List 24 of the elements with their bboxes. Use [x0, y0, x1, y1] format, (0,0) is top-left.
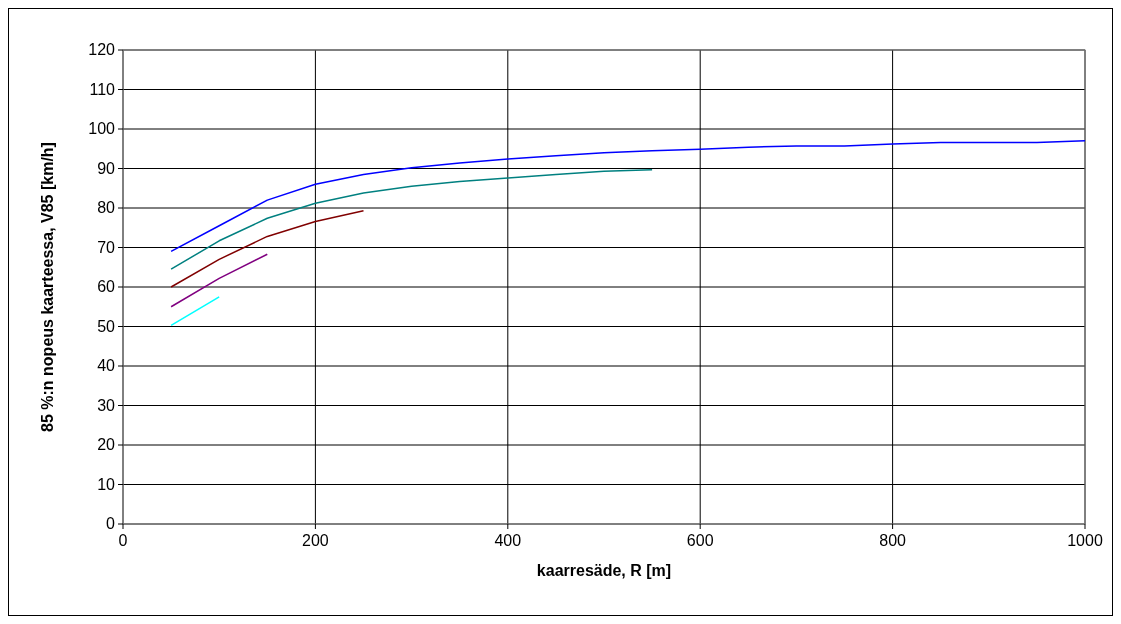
- y-tick-label: 100: [88, 120, 116, 137]
- x-axis-title: kaarresäde, R [m]: [536, 562, 672, 579]
- y-tick-label: 120: [88, 41, 116, 58]
- x-tick-label: 0: [118, 532, 128, 549]
- y-tick-label: 20: [97, 436, 116, 453]
- y-tick-label: 30: [97, 396, 116, 414]
- line-series: [170, 210, 365, 288]
- x-tick-label: 400: [494, 532, 522, 549]
- y-tick-label: 0: [106, 515, 116, 532]
- y-tick-label: 40: [97, 357, 116, 374]
- y-tick-label: 70: [97, 238, 116, 256]
- x-tick-label: 200: [302, 532, 329, 549]
- x-tick-label: 800: [879, 532, 907, 549]
- y-tick-label: 90: [97, 159, 116, 177]
- line-series: [170, 140, 1086, 253]
- y-tick-label: 80: [97, 199, 116, 216]
- y-axis-title: 85 %:n nopeus kaarteessa, V85 [km/h]: [39, 142, 56, 432]
- y-tick-label: 10: [97, 475, 116, 493]
- y-tick-label: 50: [97, 317, 116, 335]
- x-tick-label: 1000: [1067, 532, 1103, 549]
- x-tick-label: 600: [686, 532, 714, 549]
- y-tick-label: 110: [89, 80, 116, 98]
- y-tick-label: 60: [97, 278, 116, 295]
- line-series: [170, 168, 653, 270]
